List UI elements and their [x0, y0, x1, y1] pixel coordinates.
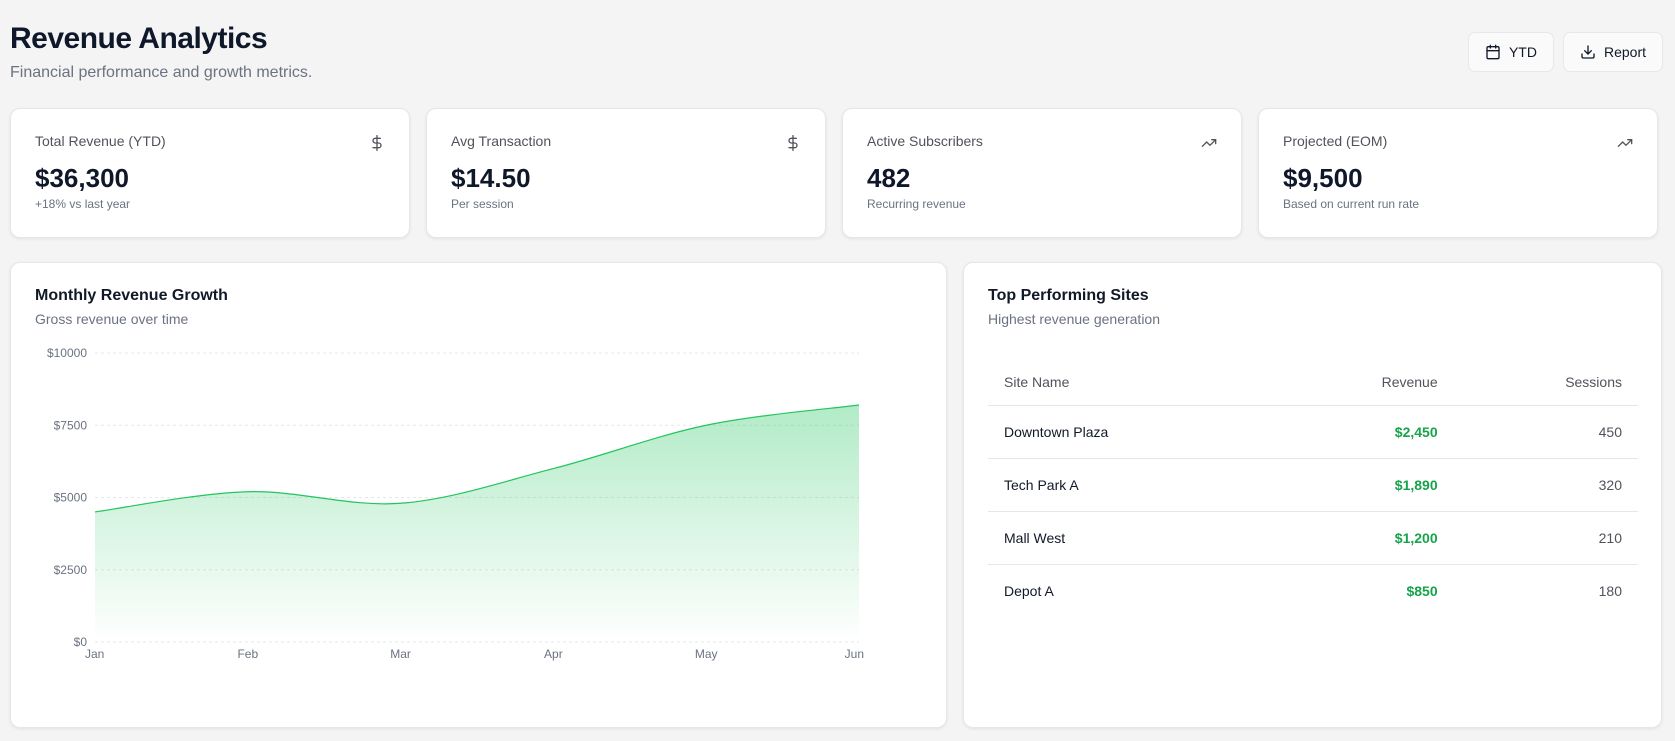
sites-title: Top Performing Sites [988, 287, 1149, 304]
kpi-label: Avg Transaction [451, 133, 552, 149]
x-tick-label: Mar [390, 647, 411, 661]
report-button[interactable]: Report [1562, 32, 1663, 72]
trending-up-icon [1617, 139, 1633, 147]
area-fill [95, 405, 859, 642]
header-actions: YTD Report [1467, 32, 1663, 72]
site-revenue: $2,450 [1270, 405, 1454, 459]
y-tick-label: $5000 [54, 491, 88, 505]
download-icon [1581, 45, 1595, 59]
kpi-card-projected-eom: Projected (EOM) $9,500 Based on current … [1258, 108, 1658, 238]
x-tick-label: Feb [237, 647, 258, 661]
page-subtitle: Financial performance and growth metrics… [10, 64, 313, 81]
site-name: Depot A [1004, 582, 1054, 599]
sites-table: Site Name Revenue Sessions Downtown Plaz… [988, 359, 1638, 617]
table-row[interactable]: Mall West $1,200 210 [988, 511, 1638, 565]
column-header-sessions[interactable]: Sessions [1453, 359, 1638, 406]
site-name: Tech Park A [988, 458, 1271, 512]
site-revenue: $1,890 [1270, 458, 1454, 512]
kpi-value: 482 [867, 163, 911, 193]
site-revenue: $850 [1406, 582, 1438, 599]
table-row[interactable]: Depot A $850 180 [988, 564, 1638, 617]
sites-subtitle: Highest revenue generation [988, 311, 1161, 327]
revenue-series-line [94, 404, 860, 513]
kpi-label: Total Revenue (YTD) [35, 133, 166, 149]
site-sessions: 320 [1453, 458, 1638, 512]
y-tick-label: $2500 [54, 563, 88, 577]
site-revenue: $1,200 [1270, 511, 1454, 565]
revenue-chart-card: Monthly Revenue Growth Gross revenue ove… [10, 262, 947, 728]
site-name: Mall West [988, 511, 1271, 565]
table-header-row: Site Name Revenue Sessions [988, 359, 1638, 406]
kpi-card-total-revenue: Total Revenue (YTD) $36,300 +18% vs last… [10, 108, 410, 238]
chart-title: Monthly Revenue Growth [35, 287, 228, 304]
kpi-label: Projected (EOM) [1283, 133, 1388, 149]
kpi-row: Total Revenue (YTD) $36,300 +18% vs last… [10, 108, 1658, 238]
chart-subtitle: Gross revenue over time [35, 311, 189, 327]
page-title: Revenue Analytics [10, 22, 268, 55]
site-sessions: 450 [1453, 405, 1638, 459]
kpi-card-avg-transaction: Avg Transaction $14.50 Per session [426, 108, 826, 238]
x-tick-label: Apr [544, 647, 563, 661]
kpi-value: $9,500 [1283, 163, 1363, 193]
table-row[interactable]: Downtown Plaza $2,450 450 [988, 405, 1638, 459]
revenue-area-chart: $0 $2500 $5000 $7500 $10000 Jan Feb Mar Apr May Ju… [47, 346, 864, 661]
dollar-icon [372, 135, 382, 151]
kpi-subtext: Per session [451, 197, 514, 211]
site-name: Downtown Plaza [988, 405, 1271, 459]
x-tick-label: Jun [845, 647, 864, 661]
column-header-site-name[interactable]: Site Name [988, 359, 1271, 406]
x-tick-label: Jan [85, 647, 104, 661]
dollar-icon [788, 135, 798, 151]
kpi-subtext: +18% vs last year [35, 197, 131, 211]
top-sites-card: Top Performing Sites Highest revenue gen… [963, 262, 1662, 728]
column-header-revenue[interactable]: Revenue [1270, 359, 1454, 406]
x-tick-label: May [695, 647, 718, 661]
kpi-subtext: Recurring revenue [867, 197, 966, 211]
y-tick-label: $0 [74, 635, 88, 649]
calendar-icon [1486, 44, 1500, 60]
report-button-label: Report [1603, 44, 1646, 60]
y-tick-label: $10000 [47, 346, 87, 360]
kpi-value: $36,300 [35, 163, 129, 193]
kpi-subtext: Based on current run rate [1283, 197, 1420, 211]
kpi-label: Active Subscribers [867, 133, 983, 149]
trending-up-icon [1201, 139, 1217, 147]
ytd-button-label: YTD [1508, 44, 1537, 60]
page-header: Revenue Analytics Financial performance … [10, 20, 312, 82]
y-tick-label: $7500 [54, 418, 88, 432]
site-sessions: 210 [1453, 511, 1638, 565]
kpi-card-active-subscribers: Active Subscribers 482 Recurring revenue [842, 108, 1242, 238]
table-row[interactable]: Tech Park A $1,890 320 [988, 458, 1638, 512]
kpi-value: $14.50 [451, 163, 531, 193]
site-sessions: 180 [1598, 582, 1622, 599]
ytd-button[interactable]: YTD [1467, 32, 1554, 72]
